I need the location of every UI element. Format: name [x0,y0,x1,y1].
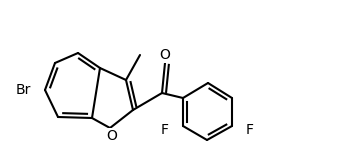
Text: O: O [107,129,117,143]
Text: F: F [246,123,254,137]
Text: F: F [161,123,169,137]
Text: O: O [160,48,170,62]
Text: Br: Br [16,83,31,97]
